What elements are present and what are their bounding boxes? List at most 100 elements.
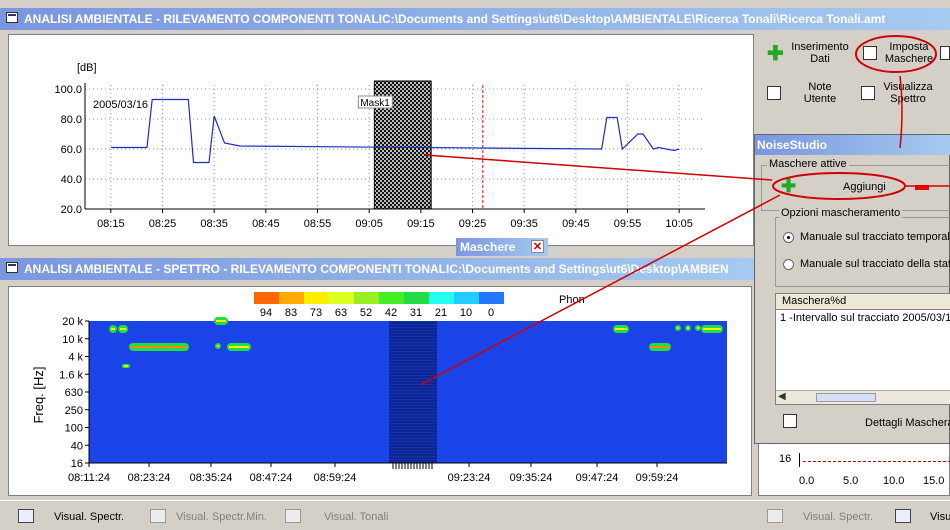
y-tick-label: 40.0: [61, 174, 82, 186]
visualize-right-button[interactable]: Visu: [930, 511, 950, 523]
visual-tonali-button[interactable]: Visual. Tonali: [324, 511, 389, 523]
tonal-core: [217, 345, 219, 347]
window-icon: [6, 262, 18, 273]
mask-options-label: Opzioni mascheramento: [779, 207, 903, 219]
spectrum-min-icon: [150, 509, 166, 523]
option-temporal-radio[interactable]: Manuale sul tracciato temporale: [783, 231, 950, 243]
legend-swatch: [304, 292, 329, 304]
level-time-chart[interactable]: [dB] 2005/03/16 100.0 80.0 60.0 40.0 20.0 08:15…: [9, 35, 753, 245]
freq-tick-label: 250: [65, 405, 83, 417]
option-stat-radio[interactable]: Manuale sul tracciato della statis: [783, 258, 950, 270]
mini-y-tick: 16: [779, 453, 792, 465]
spectrum-window-titlebar[interactable]: ANALISI AMBIENTALE - SPETTRO - RILEVAMEN…: [0, 258, 758, 280]
noisestudio-dialog: NoiseStudio Maschere attive ✚ Aggiungi O…: [754, 134, 950, 444]
scroll-thumb[interactable]: [816, 393, 876, 402]
mini-x-tick-2: 10.0: [883, 475, 905, 487]
mask-label-box: [357, 95, 393, 109]
legend-value: 42: [385, 307, 397, 319]
x-tick-label: 09:25: [459, 218, 487, 230]
freq-tick-label: 10 k: [62, 334, 83, 346]
mini-threshold-line: [803, 461, 950, 462]
view-spectrum-button[interactable]: Visualizza Spettro: [883, 81, 933, 105]
mask-list[interactable]: Maschera%d 1 -Intervallo sul tracciato 2…: [775, 293, 950, 405]
dialog-titlebar[interactable]: NoiseStudio: [755, 135, 950, 155]
mask-details-button[interactable]: Dettagli Maschera: [865, 417, 950, 429]
mask-chart-icon: [863, 46, 877, 60]
legend-swatch: [404, 292, 429, 304]
x-tick-label: 09:55: [614, 218, 642, 230]
radio-selected-icon: [783, 231, 794, 243]
right-toolbar: ✚ Inserimento Dati Imposta Maschere Note…: [757, 34, 950, 134]
unit-label: Phon: [559, 294, 585, 306]
x-tick-label: 10:05: [665, 218, 693, 230]
option-stat-label: Manuale sul tracciato della statis: [800, 258, 950, 270]
time-tick-label: 08:23:24: [128, 472, 171, 484]
time-tick-label: 08:35:24: [190, 472, 233, 484]
bottom-toolbar: Visual. Spectr. Visual. Spectr.Min. Visu…: [0, 500, 950, 530]
details-icon: [783, 414, 797, 428]
masks-tab-label: Maschere: [460, 240, 516, 254]
tonal-core: [216, 320, 226, 322]
tonal-core: [703, 328, 721, 330]
tonal-core: [124, 365, 128, 367]
level-series-line: [110, 98, 680, 164]
visual-spectr-min-button[interactable]: Visual. Spectr.Min.: [176, 511, 267, 523]
top-window-titlebar[interactable]: ANALISI AMBIENTALE - RILEVAMENTO COMPONE…: [0, 8, 950, 30]
legend-swatch: [379, 292, 404, 304]
y-tick-label: 100.0: [54, 84, 82, 96]
mask-options-group: [775, 217, 950, 287]
x-tick-label: 09:05: [355, 218, 383, 230]
legend-value: 21: [435, 307, 447, 319]
horizontal-scrollbar[interactable]: ◀: [776, 390, 950, 404]
spectrum-view-icon-right: [767, 509, 783, 523]
legend-swatch: [429, 292, 454, 304]
scroll-left-icon[interactable]: ◀: [778, 391, 786, 402]
tonal-core: [697, 327, 699, 329]
tonal-core: [120, 328, 126, 330]
visual-spectr-button[interactable]: Visual. Spectr.: [54, 511, 125, 523]
tonal-core: [111, 328, 115, 330]
legend-swatch: [354, 292, 379, 304]
tonal-view-icon: [285, 509, 301, 523]
legend-swatch: [279, 292, 304, 304]
x-tick-label: 08:25: [149, 218, 177, 230]
freq-tick-label: 1.6 k: [59, 369, 83, 381]
window-icon: [6, 12, 18, 23]
remove-mask-button[interactable]: [915, 185, 929, 190]
time-tick-label: 09:23:24: [448, 472, 491, 484]
x-tick-label: 08:55: [304, 218, 332, 230]
freq-tick-label: 20 k: [62, 316, 83, 328]
legend-swatch: [479, 292, 504, 304]
legend-value: 52: [360, 307, 372, 319]
masks-toolwindow-tab[interactable]: Maschere ✕: [456, 238, 548, 256]
set-masks-button[interactable]: Imposta Maschere: [884, 41, 934, 65]
mini-x-tick-0: 0.0: [799, 475, 815, 487]
radio-unselected-icon: [783, 258, 794, 270]
legend-swatch: [454, 292, 479, 304]
time-tick-label: 09:47:24: [576, 472, 619, 484]
x-tick-label: 09:45: [562, 218, 590, 230]
mask-list-item[interactable]: 1 -Intervallo sul tracciato 2005/03/1: [780, 312, 950, 324]
time-tick-label: 09:35:24: [510, 472, 553, 484]
mask-list-header[interactable]: Maschera%d: [776, 294, 950, 310]
highlight-oval-masks: [855, 35, 937, 73]
mini-axis: [799, 453, 800, 467]
legend-value: 94: [260, 307, 272, 319]
active-masks-label: Maschere attive: [767, 158, 849, 170]
user-notes-button[interactable]: Note Utente: [803, 81, 837, 105]
time-tick-label: 08:47:24: [250, 472, 293, 484]
time-tick-label: 08:11:24: [68, 472, 110, 484]
legend-value: 10: [460, 307, 472, 319]
close-icon[interactable]: ✕: [531, 240, 544, 253]
y-axis-label: [dB]: [77, 62, 97, 74]
time-tick-label: 09:59:24: [636, 472, 679, 484]
insert-data-button[interactable]: Inserimento Dati: [791, 41, 849, 65]
y-tick-label: 80.0: [61, 114, 82, 126]
notes-icon: [767, 86, 781, 100]
tonal-core: [677, 327, 679, 329]
add-mask-button[interactable]: Aggiungi: [843, 181, 886, 193]
visual-spectr-right-button[interactable]: Visual. Spectr.: [803, 511, 874, 523]
add-icon: ✚: [781, 176, 797, 196]
